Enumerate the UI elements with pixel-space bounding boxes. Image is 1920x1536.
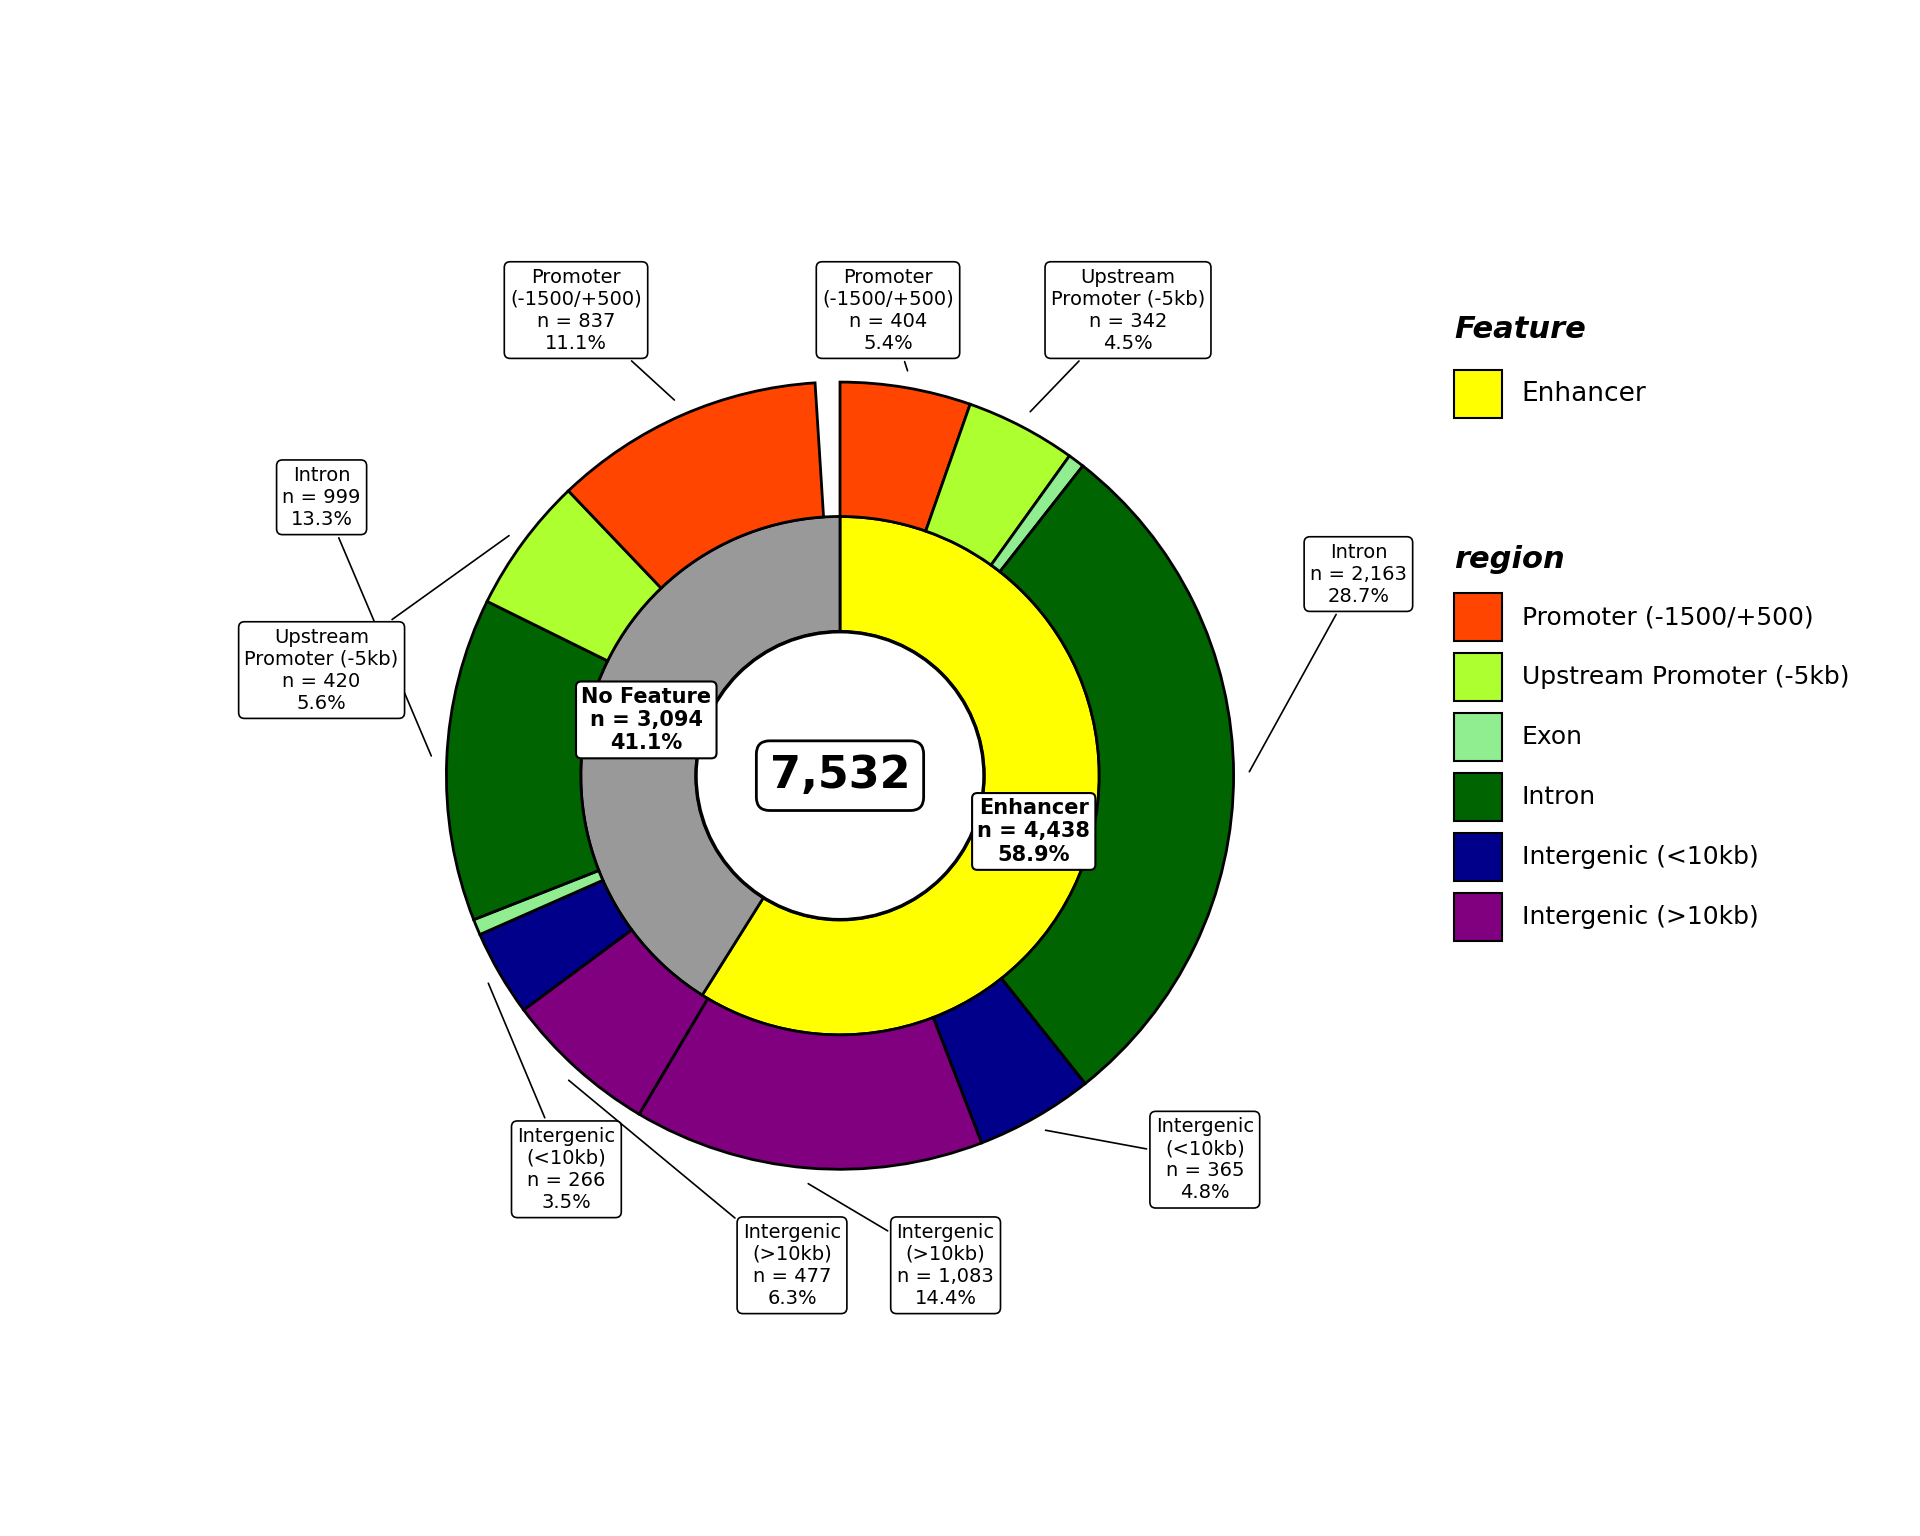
- Text: region: region: [1455, 545, 1565, 574]
- Text: Upstream Promoter (-5kb): Upstream Promoter (-5kb): [1521, 665, 1849, 690]
- Text: Intergenic (>10kb): Intergenic (>10kb): [1521, 905, 1759, 929]
- Wedge shape: [480, 880, 632, 1009]
- Text: 7,532: 7,532: [770, 754, 910, 797]
- Bar: [1455, 773, 1503, 822]
- Text: Promoter
(-1500/+500)
n = 837
11.1%: Promoter (-1500/+500) n = 837 11.1%: [511, 267, 674, 399]
- Bar: [1455, 894, 1503, 942]
- Text: Intergenic (<10kb): Intergenic (<10kb): [1521, 845, 1759, 869]
- Wedge shape: [582, 516, 841, 995]
- Wedge shape: [447, 602, 607, 920]
- Wedge shape: [1000, 465, 1233, 1083]
- Text: Upstream
Promoter (-5kb)
n = 342
4.5%: Upstream Promoter (-5kb) n = 342 4.5%: [1031, 267, 1206, 412]
- Bar: [1455, 713, 1503, 762]
- Wedge shape: [568, 382, 824, 588]
- Wedge shape: [991, 456, 1083, 571]
- Wedge shape: [925, 404, 1069, 565]
- Bar: [1455, 833, 1503, 882]
- Text: Promoter (-1500/+500): Promoter (-1500/+500): [1521, 605, 1812, 630]
- Text: Intron: Intron: [1521, 785, 1596, 809]
- Text: Intergenic
(>10kb)
n = 477
6.3%: Intergenic (>10kb) n = 477 6.3%: [568, 1080, 841, 1307]
- Wedge shape: [841, 382, 970, 531]
- Bar: [1455, 593, 1503, 642]
- Bar: [1455, 370, 1503, 418]
- Wedge shape: [933, 978, 1085, 1143]
- Text: Intron
n = 2,163
28.7%: Intron n = 2,163 28.7%: [1250, 542, 1407, 771]
- Text: Intergenic
(>10kb)
n = 1,083
14.4%: Intergenic (>10kb) n = 1,083 14.4%: [808, 1184, 995, 1307]
- Wedge shape: [474, 871, 603, 934]
- Text: Intron
n = 999
13.3%: Intron n = 999 13.3%: [282, 465, 432, 756]
- Text: Feature: Feature: [1455, 315, 1586, 344]
- Text: No Feature
n = 3,094
41.1%: No Feature n = 3,094 41.1%: [582, 687, 710, 753]
- Bar: [1455, 653, 1503, 702]
- Wedge shape: [488, 492, 660, 660]
- Text: Intergenic
(<10kb)
n = 266
3.5%: Intergenic (<10kb) n = 266 3.5%: [488, 983, 616, 1212]
- Text: Enhancer
n = 4,438
58.9%: Enhancer n = 4,438 58.9%: [977, 799, 1091, 865]
- Text: Exon: Exon: [1521, 725, 1582, 750]
- Wedge shape: [639, 998, 981, 1169]
- Text: Promoter
(-1500/+500)
n = 404
5.4%: Promoter (-1500/+500) n = 404 5.4%: [822, 267, 954, 370]
- Text: Upstream
Promoter (-5kb)
n = 420
5.6%: Upstream Promoter (-5kb) n = 420 5.6%: [244, 536, 509, 713]
- Text: Intergenic
(<10kb)
n = 365
4.8%: Intergenic (<10kb) n = 365 4.8%: [1046, 1117, 1254, 1203]
- Wedge shape: [524, 929, 708, 1114]
- Circle shape: [695, 631, 983, 920]
- Text: Enhancer: Enhancer: [1521, 381, 1645, 407]
- Wedge shape: [703, 516, 1098, 1035]
